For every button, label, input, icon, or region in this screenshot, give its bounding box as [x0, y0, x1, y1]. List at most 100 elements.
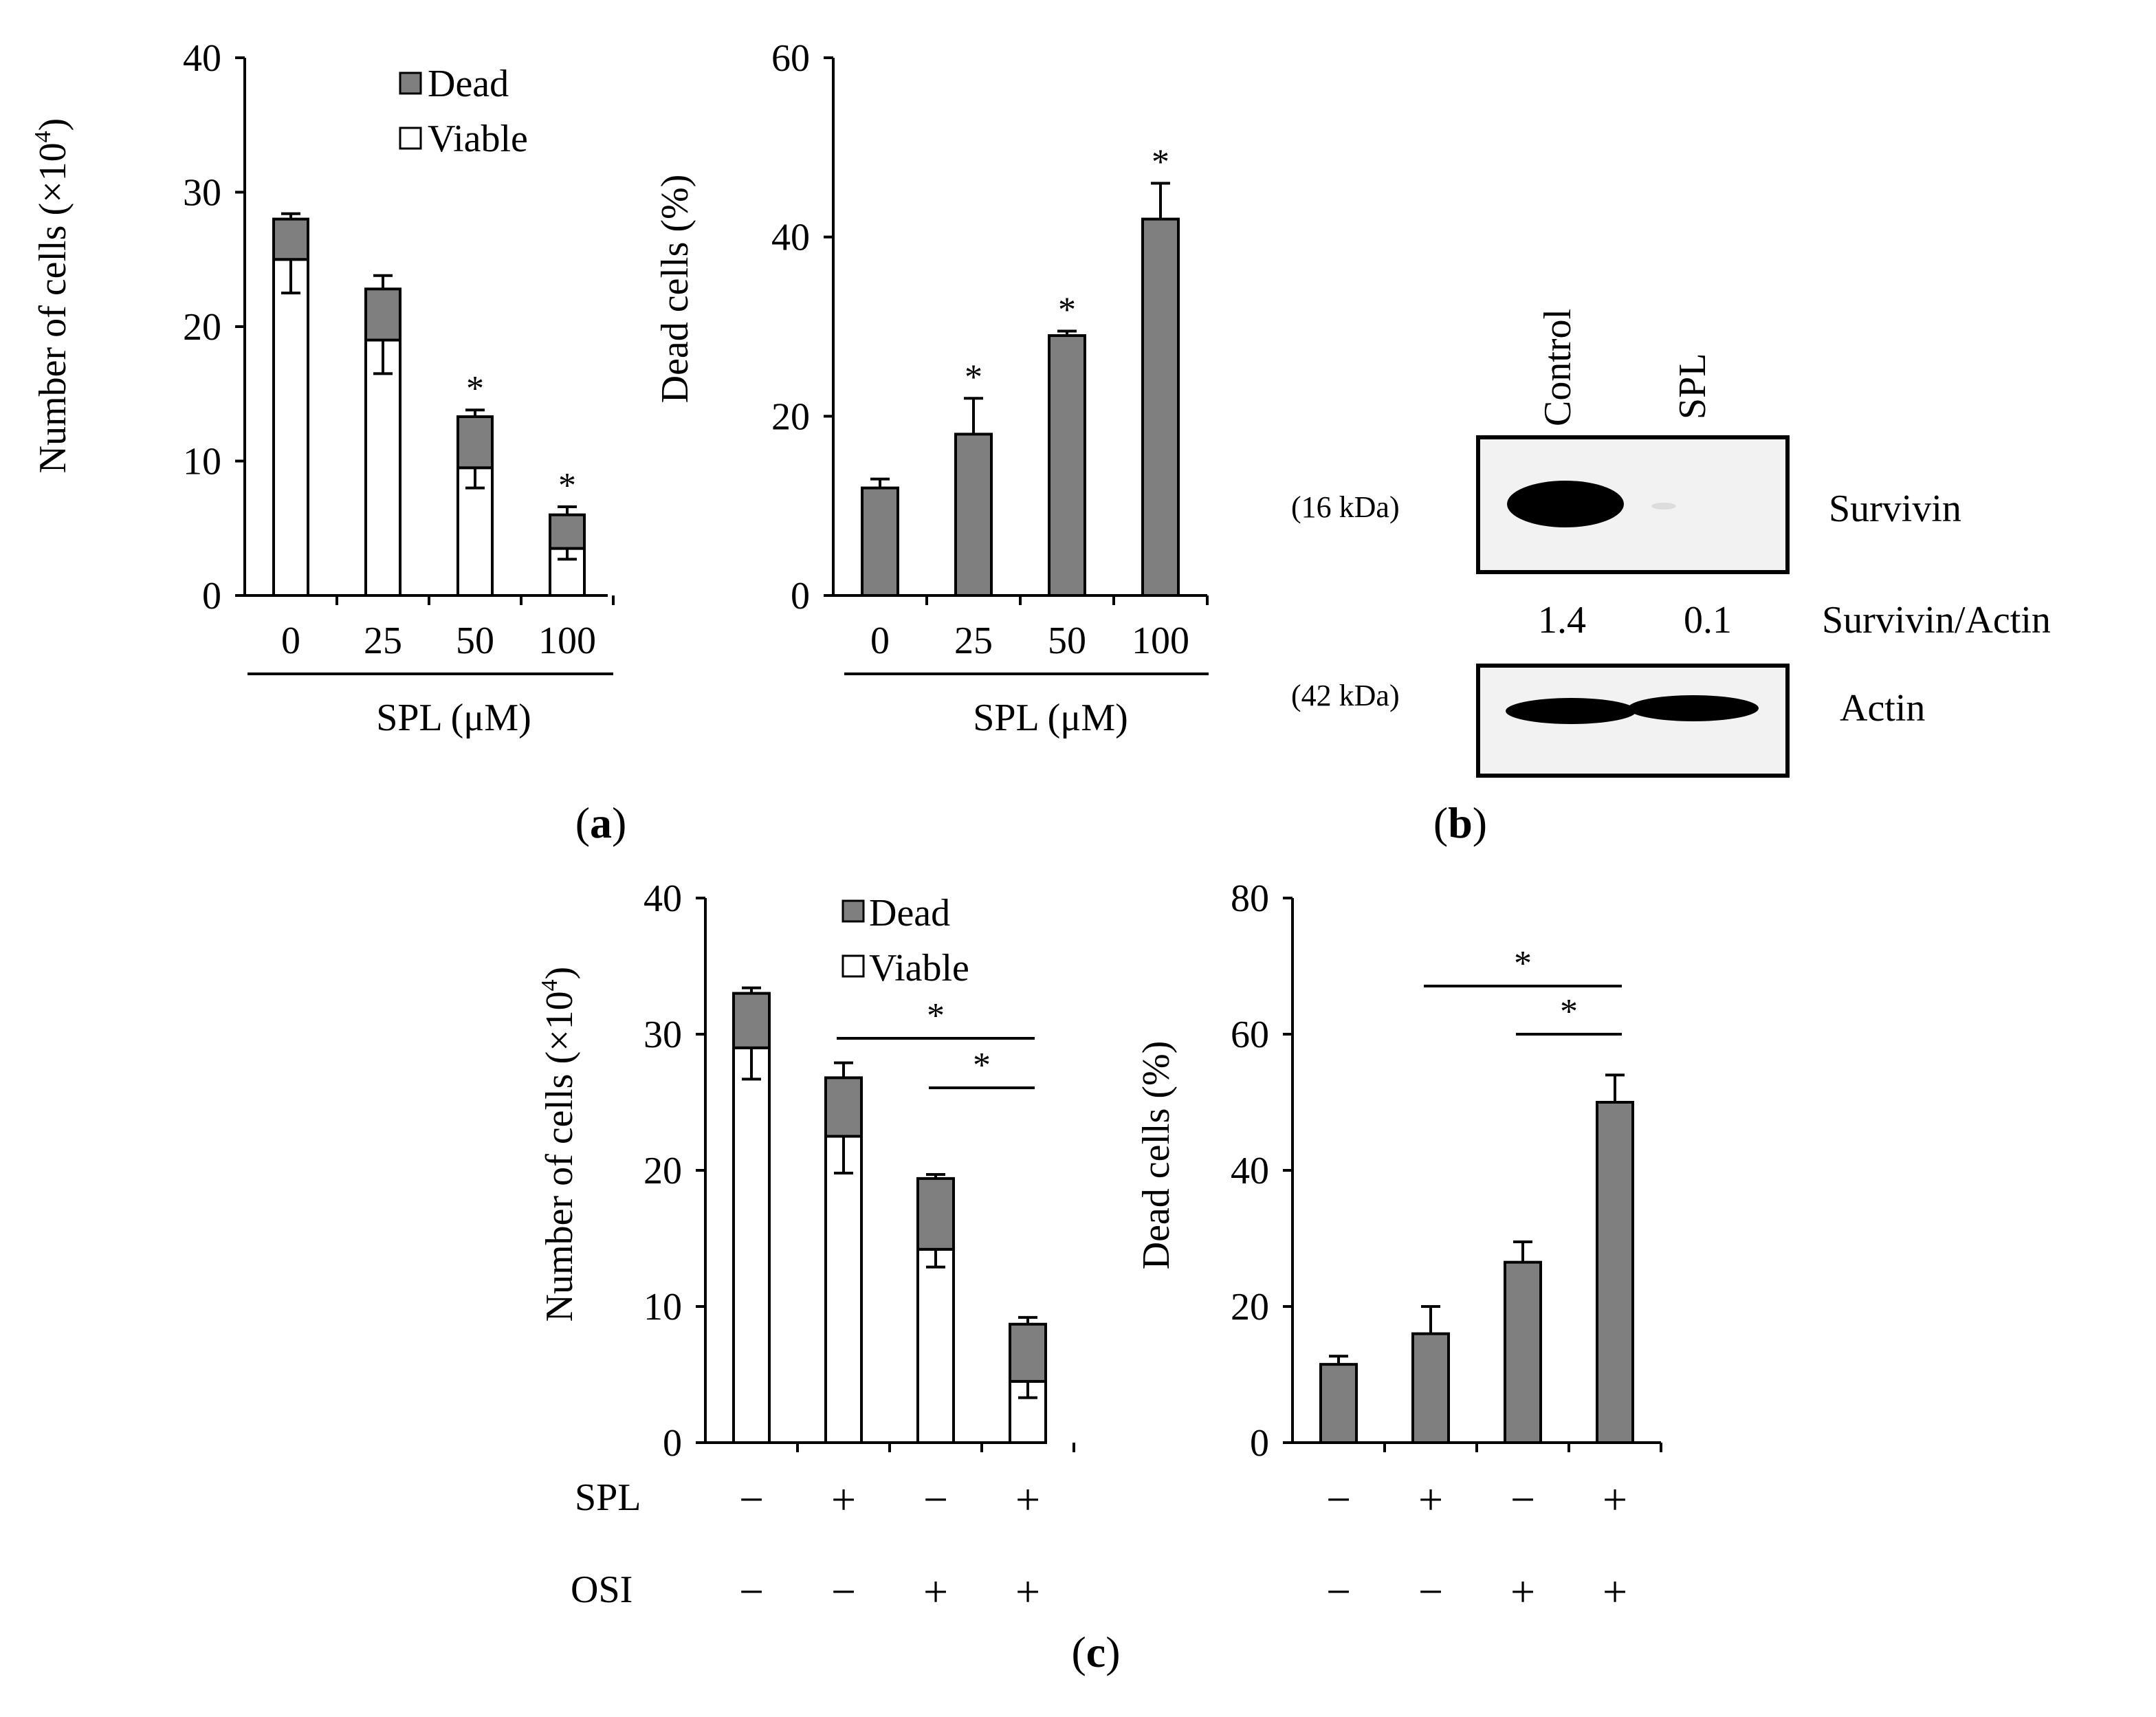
c1-treatment-spl: −	[739, 1475, 764, 1524]
c1-y-tick-label: 0	[663, 1422, 682, 1465]
actin-mw: (42 kDa)	[1291, 679, 1400, 712]
survivin-band-spl	[1651, 503, 1676, 510]
a1-bar-viable	[364, 338, 402, 597]
a2-x-tick-label: 50	[1048, 620, 1086, 662]
c2-y-tick-label: 20	[1231, 1286, 1269, 1328]
c2-treatment-osi: +	[1510, 1567, 1535, 1616]
a1-bar-dead	[456, 415, 494, 470]
a1-sig-star: *	[558, 466, 576, 505]
actin-band-control	[1506, 698, 1636, 724]
c1-treatment-osi: −	[831, 1567, 856, 1616]
ratio-control: 1.4	[1538, 599, 1586, 642]
a2-xlabel: SPL (μM)	[973, 697, 1128, 739]
a2-y-tick-label: 0	[791, 575, 810, 617]
a1-sig-star: *	[466, 369, 484, 408]
c1-bracket-star: *	[927, 996, 945, 1036]
c1-y-tick-label: 10	[644, 1286, 682, 1328]
a2-y-tick-label: 40	[771, 217, 810, 259]
c1-treatment-osi: −	[739, 1567, 764, 1616]
c2-treatment-osi: −	[1326, 1567, 1351, 1616]
c1-bracket-star: *	[973, 1046, 991, 1085]
c2-bar	[1504, 1260, 1542, 1445]
c1-legend-dead-label: Dead	[869, 892, 950, 934]
c1-bar-dead	[732, 992, 771, 1049]
a1-xlabel: SPL (μM)	[376, 697, 531, 739]
c1-row-label-osi: OSI	[571, 1568, 632, 1611]
c1-bar-dead	[1009, 1322, 1047, 1383]
c2-treatment-spl: +	[1603, 1475, 1627, 1524]
a2-x-tick-label: 0	[870, 620, 890, 662]
a1-y-tick-label: 20	[183, 306, 221, 349]
c1-legend-viable-swatch	[842, 954, 865, 978]
actin-band-spl	[1628, 695, 1759, 721]
c2-bar	[1596, 1101, 1634, 1444]
a2-bar	[861, 486, 899, 597]
a1-y-tick-label: 0	[202, 575, 221, 617]
a1-ylabel: Number of cells (×104)	[30, 118, 74, 474]
ratio-spl: 0.1	[1684, 599, 1732, 642]
c2-y-tick-label: 60	[1231, 1014, 1269, 1056]
c1-legend-viable-label: Viable	[869, 947, 969, 989]
actin-blot-frame	[1476, 664, 1790, 778]
c1-row-label-spl: SPL	[575, 1476, 641, 1519]
a2-sig-star: *	[1058, 291, 1076, 330]
a1-legend-viable-label: Viable	[428, 118, 528, 160]
c1-treatment-spl: −	[923, 1475, 948, 1524]
c2-bar	[1319, 1363, 1358, 1445]
a1-bar-dead	[272, 217, 309, 261]
c1-bar-dead	[916, 1177, 955, 1251]
blot-lane-control: Control	[1537, 309, 1579, 426]
panel-c-dead-percent-chart: 0 20 40 60 80 − + − + − − + + * *	[1231, 877, 1662, 1616]
c2-ylabel: Dead cells (%)	[1135, 1041, 1178, 1270]
c2-bracket-star: *	[1514, 944, 1532, 983]
survivin-label: Survivin	[1829, 488, 1961, 530]
a2-y-tick-label: 60	[771, 37, 810, 80]
panel-a-dead-percent-chart: 0 20 40 60 * * * 0 25 50 100	[771, 37, 1209, 662]
c1-ylabel: Number of cells (×104)	[537, 967, 581, 1322]
a2-ylabel: Dead cells (%)	[654, 175, 696, 404]
a2-bar	[1141, 217, 1180, 598]
panel-a-cells-chart: 0 10 20 30 40 * * 0 25 50 100	[183, 37, 615, 662]
a2-bar	[1048, 334, 1086, 597]
c2-bar	[1411, 1332, 1450, 1444]
a2-x-tick-label: 100	[1132, 620, 1189, 662]
c1-bar-dead	[824, 1076, 863, 1138]
c1-bar-viable	[824, 1135, 863, 1444]
a2-sig-star: *	[1152, 142, 1169, 182]
panel-label-c: (c)	[1071, 1628, 1120, 1676]
c1-bar-viable	[732, 1046, 771, 1445]
c2-treatment-spl: −	[1510, 1475, 1535, 1524]
a2-sig-star: *	[965, 358, 982, 397]
a2-x-tick-label: 25	[954, 620, 993, 662]
survivin-band-control	[1507, 481, 1624, 527]
c1-legend-dead-swatch	[842, 899, 865, 923]
c1-treatment-osi: +	[923, 1567, 948, 1616]
c2-y-tick-label: 0	[1250, 1422, 1269, 1465]
panel-label-b: (b)	[1433, 798, 1487, 847]
c2-y-tick-label: 80	[1231, 877, 1269, 920]
c1-y-tick-label: 30	[644, 1014, 682, 1056]
c1-treatment-spl: +	[831, 1475, 856, 1524]
c2-treatment-osi: −	[1418, 1567, 1443, 1616]
a2-y-tick-label: 20	[771, 395, 810, 438]
a1-bar-dead	[364, 287, 402, 342]
c2-y-tick-label: 40	[1231, 1150, 1269, 1192]
a1-bar-viable	[272, 258, 309, 597]
survivin-mw: (16 kDa)	[1291, 490, 1400, 524]
a1-x-tick-label: 100	[538, 620, 596, 662]
c1-y-tick-label: 20	[644, 1150, 682, 1192]
panel-label-a: (a)	[575, 798, 627, 847]
panel-c-cells-chart: 0 10 20 30 40 − + − + − − + + * *	[644, 877, 1075, 1616]
c2-treatment-spl: +	[1418, 1475, 1443, 1524]
c2-bracket-star: *	[1560, 992, 1578, 1031]
c1-treatment-spl: +	[1015, 1475, 1040, 1524]
a1-x-tick-label: 25	[364, 620, 402, 662]
panel-b-western-blot: Control SPL (16 kDa) Survivin 1.4 0.1 Su…	[1291, 309, 2051, 778]
a1-x-tick-label: 50	[456, 620, 494, 662]
c1-bar-viable	[916, 1247, 955, 1444]
c1-y-tick-label: 40	[644, 877, 682, 920]
c2-treatment-osi: +	[1603, 1567, 1627, 1616]
actin-label: Actin	[1840, 687, 1925, 730]
